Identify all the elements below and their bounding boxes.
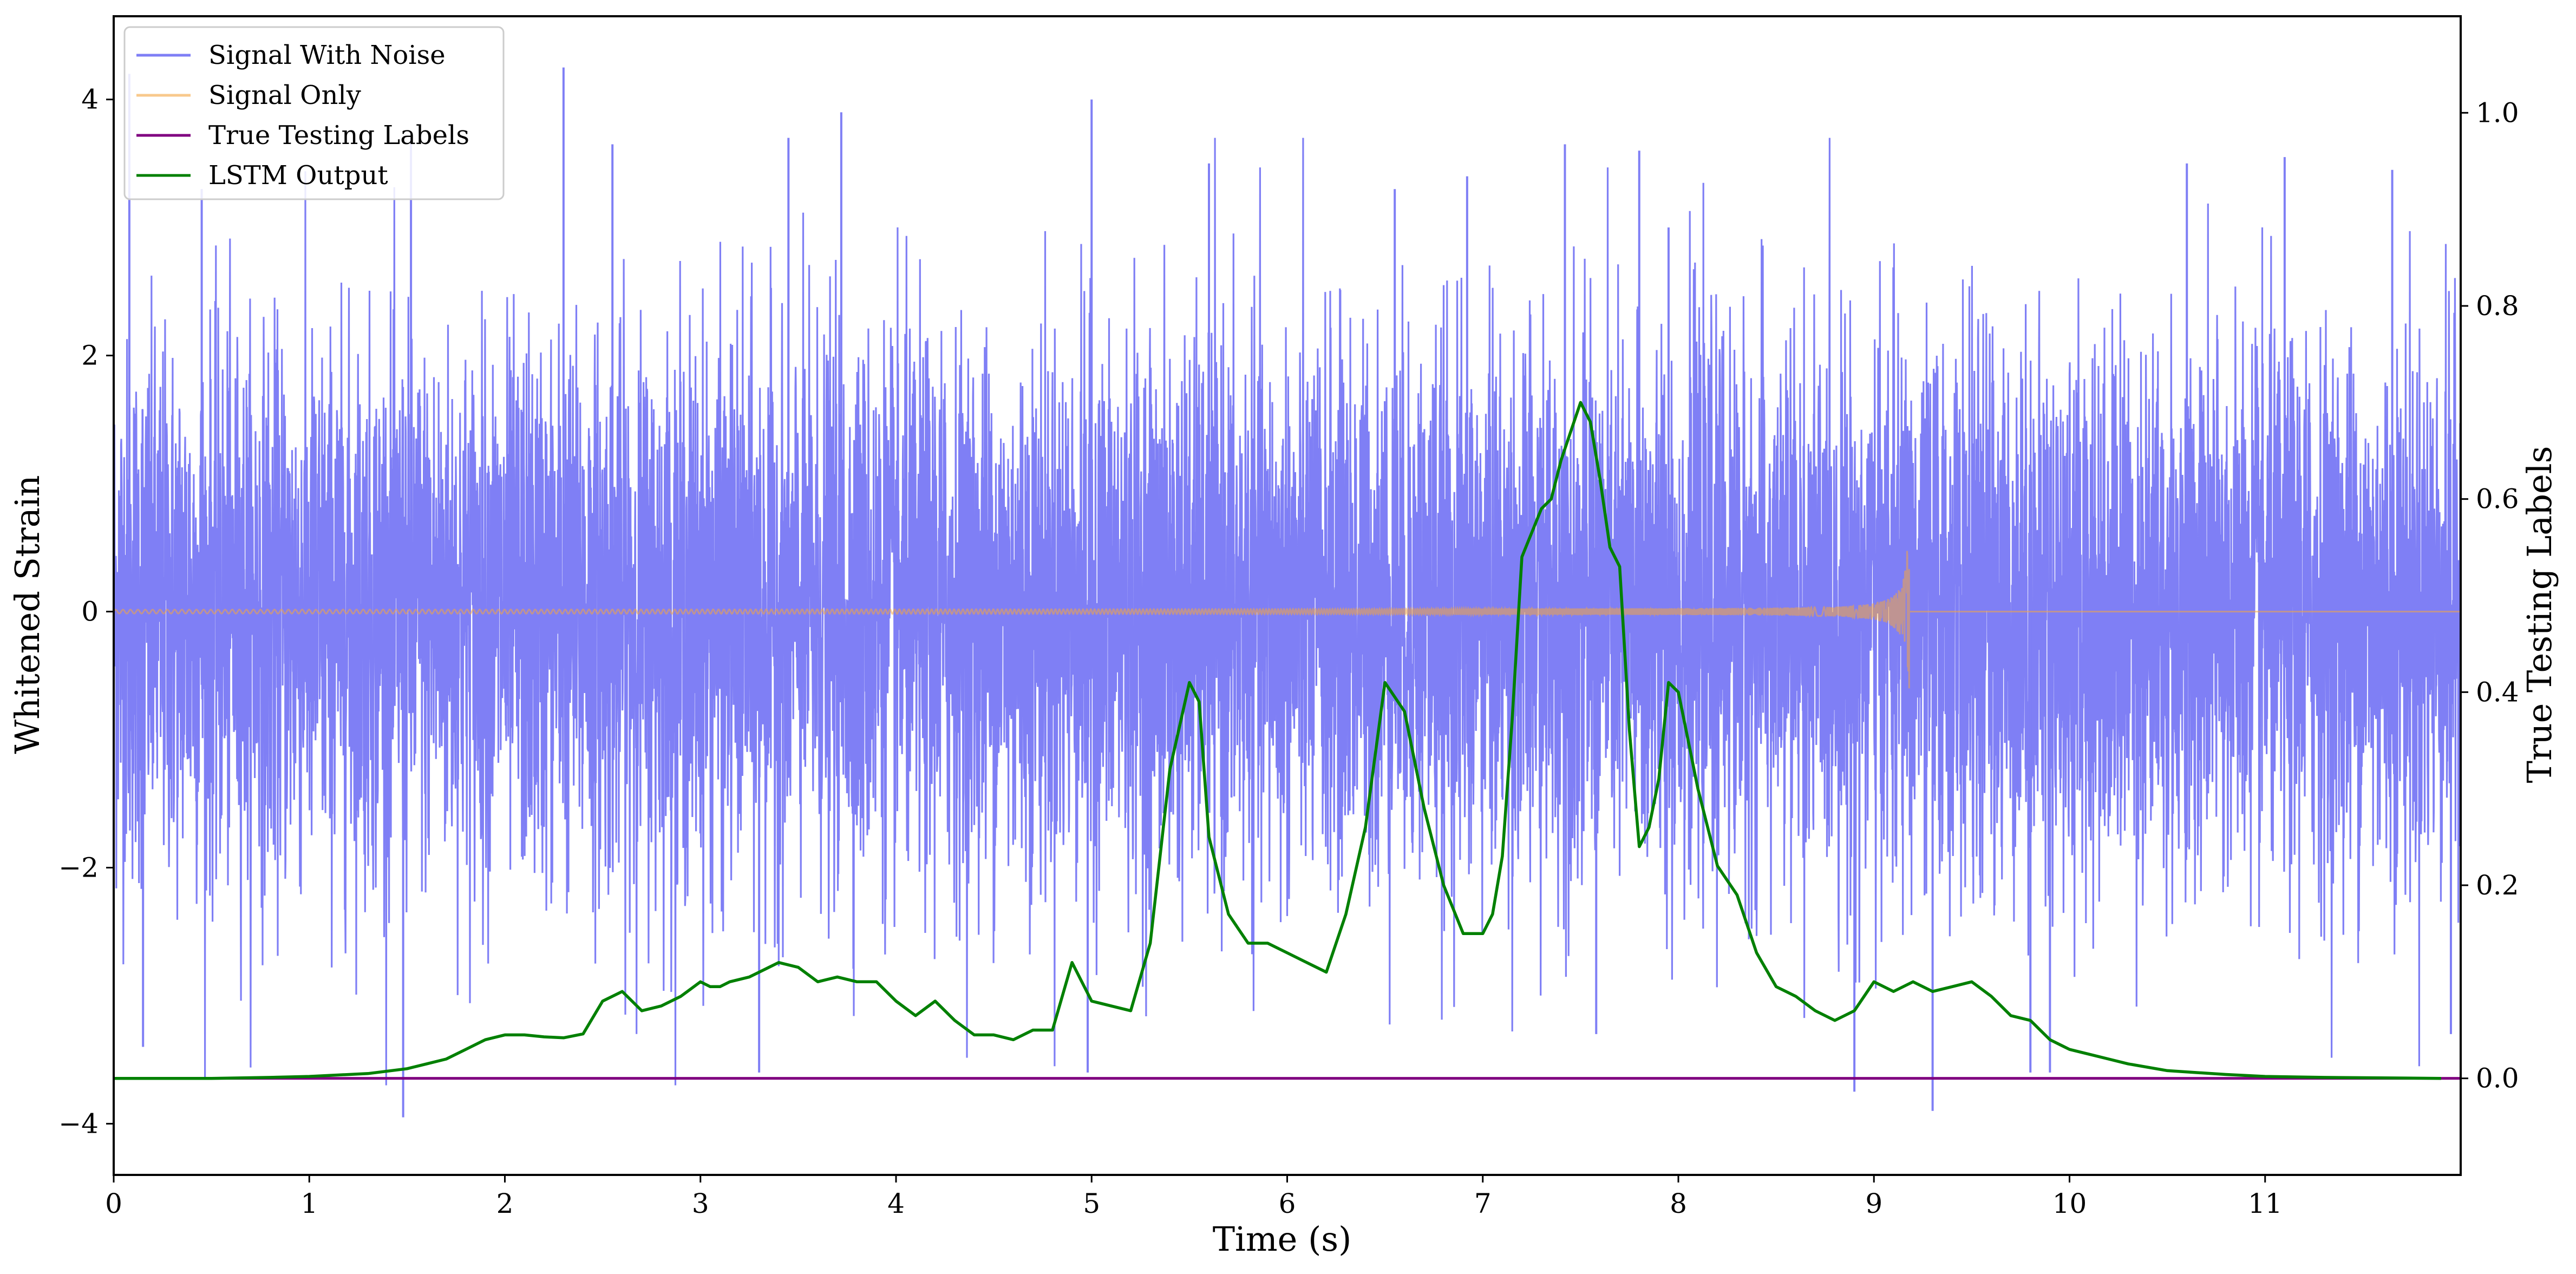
series-signal-with-noise [113, 67, 2462, 1118]
x-axis-ticks: 0 1 2 3 4 5 6 7 8 9 10 11 [105, 1175, 2283, 1219]
y-right-tick-label: 0.8 [2476, 290, 2519, 322]
x-tick-label: 1 [300, 1188, 318, 1219]
y-left-tick-label: 4 [81, 84, 99, 115]
x-tick-label: 7 [1474, 1188, 1492, 1219]
y-right-axis-ticks: 0.0 0.2 0.4 0.6 0.8 1.0 [2461, 97, 2519, 1094]
legend-label: True Testing Labels [208, 120, 469, 151]
legend-box [123, 26, 505, 200]
series-signal-only [113, 551, 2461, 689]
noise-trace [113, 138, 2462, 1086]
x-axis-label: Time (s) [1213, 1219, 1352, 1259]
y-right-tick-label: 0.4 [2476, 676, 2519, 708]
x-tick-label: 5 [1083, 1188, 1100, 1219]
x-tick-label: 3 [692, 1188, 709, 1219]
legend: Signal With Noise Signal Only True Testing… [123, 26, 505, 200]
y-left-tick-label: 0 [81, 596, 99, 628]
x-tick-label: 10 [2052, 1188, 2087, 1219]
y-right-tick-label: 0.6 [2476, 484, 2519, 515]
legend-label: Signal Only [208, 80, 361, 110]
x-tick-label: 8 [1670, 1188, 1687, 1219]
lstm-trace [114, 401, 2441, 1080]
chirp-trace [113, 551, 2461, 689]
y-right-tick-label: 0.2 [2476, 870, 2519, 901]
x-tick-label: 9 [1865, 1188, 1882, 1219]
y-left-tick-label: 2 [81, 340, 99, 371]
series-lstm-output [114, 401, 2441, 1080]
y-left-tick-label: −2 [58, 852, 99, 883]
y-right-tick-label: 1.0 [2476, 97, 2519, 128]
y-left-tick-label: −4 [58, 1108, 99, 1139]
plot-area [113, 67, 2462, 1118]
x-tick-label: 6 [1279, 1188, 1296, 1219]
legend-label: Signal With Noise [208, 40, 446, 70]
x-tick-label: 4 [887, 1188, 905, 1219]
x-tick-label: 2 [496, 1188, 514, 1219]
y-left-axis-label: Whitened Strain [8, 475, 47, 754]
y-right-tick-label: 0.0 [2476, 1063, 2519, 1094]
y-left-axis-ticks: −4 −2 0 2 4 [58, 84, 114, 1139]
x-tick-label: 11 [2248, 1188, 2283, 1219]
y-right-axis-label: True Testing Labels [2520, 446, 2559, 783]
x-tick-label: 0 [105, 1188, 122, 1219]
legend-label: LSTM Output [208, 160, 388, 191]
